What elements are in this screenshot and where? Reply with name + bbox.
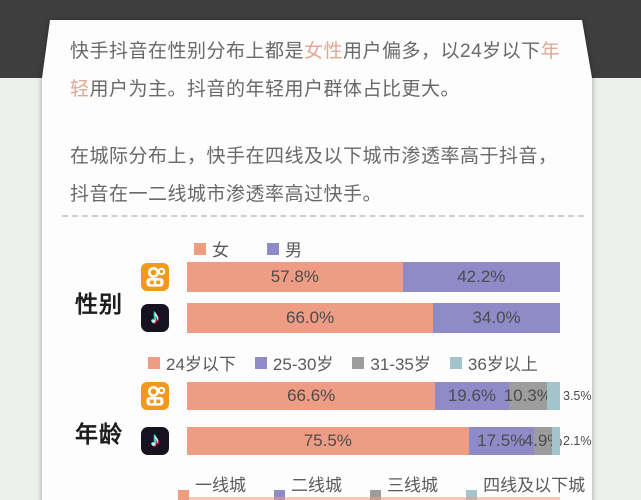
text-run: 用户偏多，以24岁以下 — [343, 41, 541, 62]
content-card: 快手抖音在性别分布上都是女性用户偏多，以24岁以下年轻用户为主。抖音的年轻用户群… — [42, 20, 592, 500]
bar-segment-value: 34.0% — [472, 308, 521, 327]
legend-label: 男 — [285, 241, 302, 260]
gender-bar-douyin: 66.0% 34.0% — [187, 303, 560, 333]
bar-segment: 57.8% — [187, 262, 403, 292]
bar-segment-value: 66.6% — [287, 386, 336, 405]
legend-item: 24岁以下 — [148, 350, 236, 375]
legend-swatch — [255, 357, 267, 369]
bar-segment-value: 10.3% — [503, 386, 552, 405]
legend-label: 二线城市 — [290, 476, 342, 495]
legend-swatch — [370, 490, 381, 500]
legend-item: 四线及以下城市 — [466, 471, 592, 500]
legend-swatch — [466, 490, 477, 500]
bar-segment: 66.0% — [187, 303, 433, 333]
bar-segment-value: 19.6% — [447, 386, 497, 405]
legend-swatch — [450, 357, 462, 369]
legend-item: 31-35岁 — [352, 350, 430, 375]
bar-segment: 4.9% — [534, 427, 552, 455]
city-insight-paragraph: 在城际分布上，快手在四线及以下城市渗透率高于抖音，抖音在一二线城市渗透率高过快手… — [70, 138, 575, 214]
age-legend: 24岁以下 25-30岁 31-35岁 36岁以上 — [148, 350, 538, 375]
highlighted-text: 年轻 — [70, 41, 561, 100]
legend-item: 二线城市 — [274, 471, 353, 500]
legend-swatch — [274, 490, 285, 500]
legend-item: 女 — [194, 236, 229, 261]
bar-segment-value: 17.5% — [477, 431, 526, 450]
age-bar-douyin: 75.5% 17.5% 4.9% 2.1% — [187, 427, 560, 455]
kuaishou-app-icon — [141, 382, 169, 410]
bar-segment-value: 57.8% — [270, 267, 319, 286]
gender-bar-kuaishou: 57.8% 42.2% — [187, 262, 560, 292]
highlighted-text: 女性 — [304, 41, 344, 62]
bar-segment: 17.5% — [469, 427, 534, 455]
bar-segment: 34.0% — [433, 303, 560, 333]
legend-swatch — [352, 357, 364, 369]
bar-segment — [547, 382, 560, 410]
bar-segment-value: 3.5% — [563, 389, 592, 403]
bar-segment: 66.6% — [187, 382, 435, 410]
legend-label: 24岁以下 — [166, 355, 236, 374]
city-bar-cropped-top-edge — [187, 497, 560, 500]
text-run: 快手抖音在性别分布上都是 — [70, 41, 305, 62]
bar-segment: 42.2% — [403, 262, 560, 292]
bar-segment: 10.3% — [509, 382, 547, 410]
bar-segment-value: 75.5% — [303, 431, 352, 450]
legend-label: 36岁以上 — [467, 355, 538, 374]
bar-segment-value: 66.0% — [285, 308, 335, 327]
legend-label: 一线城市 — [194, 476, 246, 495]
legend-item: 男 — [267, 236, 302, 261]
age-bar-kuaishou: 66.6% 19.6% 10.3% 3.5% — [187, 382, 560, 410]
bar-segment-value: 2.1% — [563, 434, 592, 448]
intro-paragraph: 快手抖音在性别分布上都是女性用户偏多，以24岁以下年轻用户为主。抖音的年轻用户群… — [70, 33, 575, 109]
legend-swatch — [267, 243, 279, 255]
bar-segment: 19.6% — [435, 382, 508, 410]
legend-swatch — [178, 490, 189, 500]
gender-legend: 女男 — [194, 236, 302, 261]
bar-segment-value: 42.2% — [457, 267, 506, 286]
douyin-app-icon: ♪ — [141, 304, 169, 332]
text-run: 用户为主。抖音的年轻用户群体占比更大。 — [89, 79, 461, 100]
legend-label: 25-30岁 — [272, 355, 334, 374]
legend-item: 36岁以上 — [450, 350, 538, 375]
music-note-icon: ♪ — [141, 304, 169, 332]
douyin-app-icon: ♪ — [141, 427, 169, 455]
gender-section-label: 性别 — [75, 291, 123, 317]
legend-item: 一线城市 — [178, 471, 257, 500]
legend-swatch — [148, 357, 160, 369]
legend-label: 女 — [212, 241, 229, 260]
city-legend: 一线城市 二线城市 三线城市 四线及以下城市 — [178, 471, 592, 500]
text-run: 在城际分布上，快手在四线及以下城市渗透率高于抖音，抖音在一二线城市渗透率高过快手… — [70, 146, 558, 205]
legend-swatch — [194, 243, 206, 255]
music-note-icon: ♪ — [141, 427, 169, 455]
kuaishou-app-icon — [141, 263, 169, 291]
age-section-label: 年龄 — [75, 421, 123, 447]
bar-segment — [552, 427, 560, 455]
legend-label: 31-35岁 — [370, 355, 431, 374]
legend-label: 三线城市 — [387, 476, 439, 495]
dashed-divider — [62, 215, 584, 217]
legend-item: 25-30岁 — [255, 350, 333, 375]
legend-item: 三线城市 — [370, 471, 449, 500]
bar-segment: 75.5% — [187, 427, 469, 455]
legend-label: 四线及以下城市 — [483, 476, 586, 495]
